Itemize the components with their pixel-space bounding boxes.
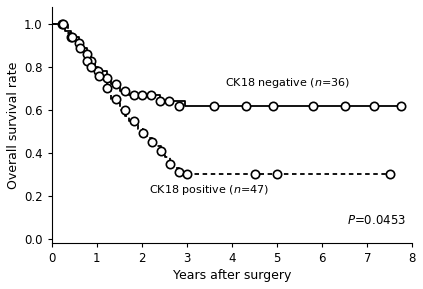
X-axis label: Years after surgery: Years after surgery (173, 269, 291, 282)
Text: CK18 negative ($n$=36): CK18 negative ($n$=36) (225, 76, 351, 90)
Text: CK18 positive ($n$=47): CK18 positive ($n$=47) (148, 183, 269, 197)
Y-axis label: Overall survival rate: Overall survival rate (7, 61, 20, 189)
Text: $P$=0.0453: $P$=0.0453 (346, 214, 406, 227)
